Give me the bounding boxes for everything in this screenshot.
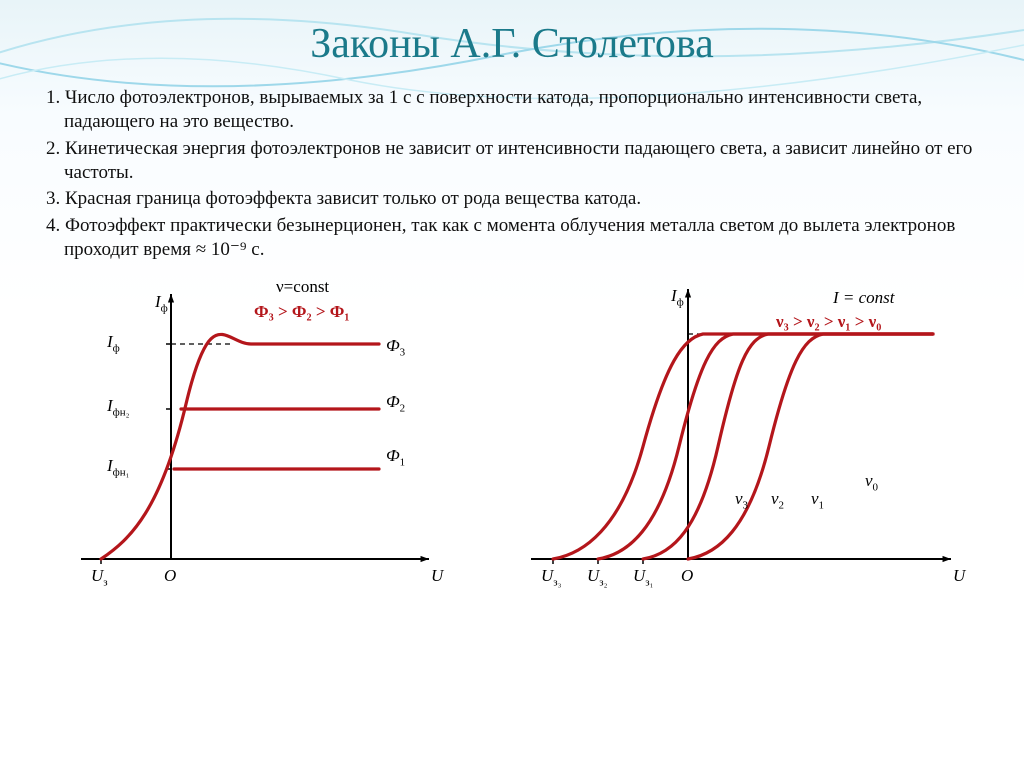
chart2-origin: O bbox=[681, 566, 693, 586]
laws-list: 1. Число фотоэлектронов, вырываемых за 1… bbox=[0, 86, 1024, 262]
chart2-nu1: ν1 bbox=[811, 489, 824, 511]
chart2-xtick-2: Uз₁ bbox=[633, 566, 653, 588]
chart2-y-axis: Iф bbox=[671, 286, 684, 308]
chart2-header1: I = const bbox=[833, 288, 895, 308]
law-4: 4. Фотоэффект практически безынерционен,… bbox=[34, 214, 990, 263]
chart1-phi3: Ф3 bbox=[386, 336, 405, 358]
chart2-header2: ν₃ > ν₂ > ν₁ > ν₀ bbox=[776, 312, 881, 332]
chart1-y-axis: Iф bbox=[155, 292, 168, 314]
chart2-xtick-1: Uз₂ bbox=[587, 566, 607, 588]
law-2: 2. Кинетическая энергия фотоэлектронов н… bbox=[34, 137, 990, 186]
chart1-origin: O bbox=[164, 566, 176, 586]
law-3: 3. Красная граница фотоэффекта зависит т… bbox=[34, 187, 990, 211]
chart1-ytick-2: Iфн₁ bbox=[107, 456, 130, 478]
chart2-nu0: ν0 bbox=[865, 471, 878, 493]
chart2-nu3: ν3 bbox=[735, 489, 748, 511]
chart1-x-axis: U bbox=[431, 566, 443, 586]
law-1: 1. Число фотоэлектронов, вырываемых за 1… bbox=[34, 86, 990, 135]
chart1-header2: Ф₃ > Ф₂ > Ф₁ bbox=[254, 302, 349, 322]
chart2-x-axis: U bbox=[953, 566, 965, 586]
chart1-ytick-0: Iф bbox=[107, 332, 120, 354]
chart1-phi1: Ф1 bbox=[386, 446, 405, 468]
chart2-xtick-0: Uз₃ bbox=[541, 566, 561, 588]
chart1-header1: ν=const bbox=[276, 277, 329, 297]
chart2-nu2: ν2 bbox=[771, 489, 784, 511]
chart-frequency: I = const ν₃ > ν₂ > ν₁ > ν₀ Iф U O Uз₃ U… bbox=[513, 274, 973, 604]
chart-intensity: ν=const Ф₃ > Ф₂ > Ф₁ Iф U O Iф Iфн₂ Iфн₁… bbox=[51, 274, 451, 604]
chart1-xtick-0: Uз bbox=[91, 566, 108, 588]
page-title: Законы А.Г. Столетова bbox=[0, 0, 1024, 86]
chart1-ytick-1: Iфн₂ bbox=[107, 396, 130, 418]
chart1-phi2: Ф2 bbox=[386, 392, 405, 414]
